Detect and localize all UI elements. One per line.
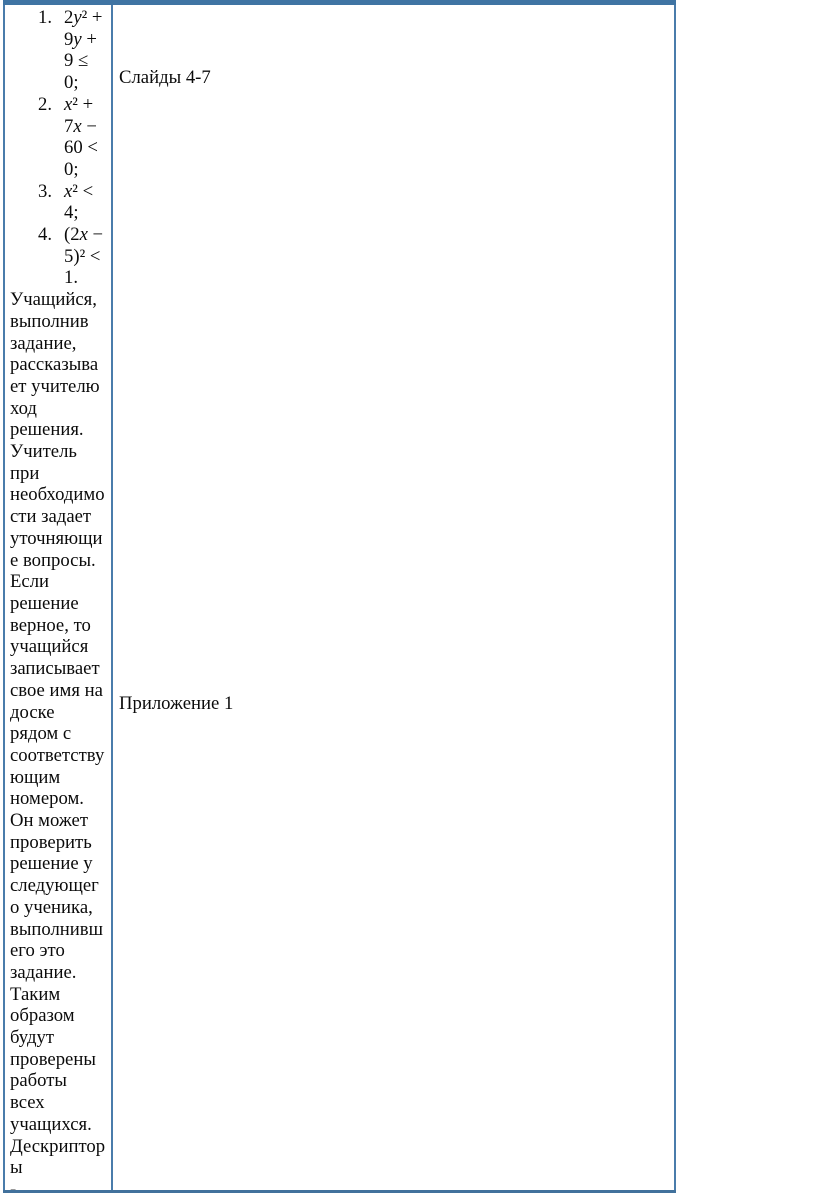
descriptors-label: Дескрипторы — [10, 1135, 106, 1179]
task-list-item: 4. (2x −5)² <1. — [38, 224, 106, 289]
activity-paragraph: Учащийся, выполнив задание, рассказывает… — [10, 289, 105, 1135]
resources-cell: Слайды 4-7 Приложение 1 — [113, 5, 676, 1190]
appendix-reference: Приложение 1 — [119, 693, 234, 714]
descriptors-dash: - — [10, 1178, 17, 1190]
task-item-number: 1. — [38, 7, 53, 28]
inequality-expression: x² <4; — [64, 180, 94, 224]
task-item-number: 3. — [38, 180, 53, 202]
task-item-number: 2. — [38, 93, 53, 115]
inequality-expression: 2y² +9y +9 ≤0; — [64, 7, 103, 94]
activities-cell: 1. 2y² +9y +9 ≤0; 2. x² +7x −60 <0; 3. x² <4;… — [3, 5, 113, 1190]
inequality-expression: x² +7x −60 <0; — [64, 93, 98, 180]
lesson-plan-table: 1. 2y² +9y +9 ≤0; 2. x² +7x −60 <0; 3. x² <4;… — [3, 0, 676, 1193]
task-item-number: 4. — [38, 224, 53, 246]
slides-reference: Слайды 4-7 — [119, 67, 211, 88]
inequality-expression: (2x −5)² <1. — [64, 224, 104, 289]
task-list-item: 2. x² +7x −60 <0; — [38, 94, 106, 181]
inequalities-task-list: 1. 2y² +9y +9 ≤0; 2. x² +7x −60 <0; 3. x² <4;… — [10, 7, 106, 289]
task-list-item: 1. 2y² +9y +9 ≤0; — [38, 7, 106, 94]
task-list-item: 3. x² <4; — [38, 181, 106, 224]
